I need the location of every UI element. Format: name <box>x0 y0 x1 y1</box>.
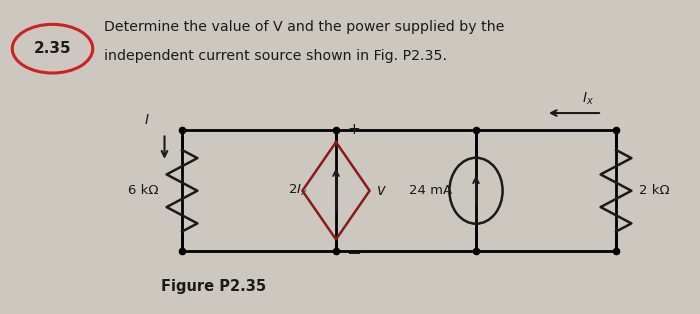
Text: independent current source shown in Fig. P2.35.: independent current source shown in Fig.… <box>104 49 447 63</box>
Text: −: − <box>346 245 361 263</box>
Text: $2I_x$: $2I_x$ <box>288 183 307 198</box>
Text: 2.35: 2.35 <box>34 41 71 56</box>
Text: 2 kΩ: 2 kΩ <box>639 184 670 197</box>
Text: +: + <box>347 122 360 137</box>
Text: Figure P2.35: Figure P2.35 <box>161 279 266 295</box>
Text: 6 kΩ: 6 kΩ <box>128 184 159 197</box>
Text: Determine the value of V and the power supplied by the: Determine the value of V and the power s… <box>104 20 504 35</box>
Text: 24 mA: 24 mA <box>409 184 452 197</box>
Text: I: I <box>145 113 149 127</box>
Text: $I_x$: $I_x$ <box>582 91 594 107</box>
Text: v: v <box>377 183 386 198</box>
